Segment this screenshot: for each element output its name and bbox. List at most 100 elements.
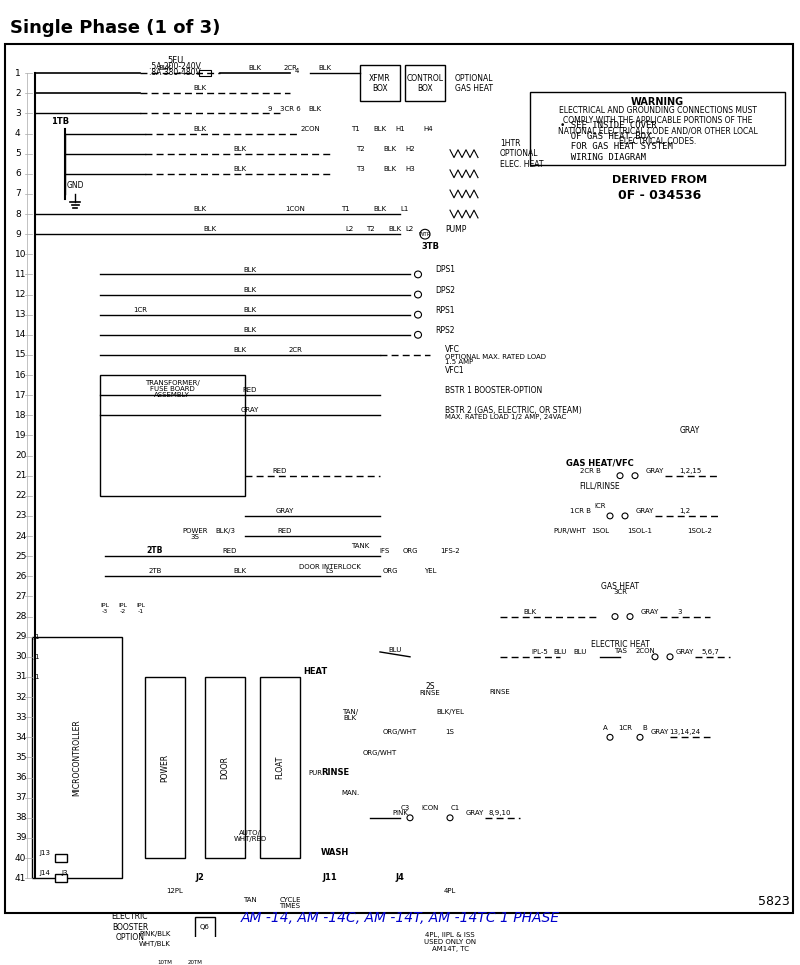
Text: IPL
-1: IPL -1 bbox=[137, 603, 146, 614]
Text: BLK: BLK bbox=[243, 287, 257, 292]
Text: BSTR 2 (GAS, ELECTRIC, OR STEAM): BSTR 2 (GAS, ELECTRIC, OR STEAM) bbox=[445, 406, 582, 415]
Text: BLK: BLK bbox=[249, 66, 262, 71]
Text: 12PL: 12PL bbox=[166, 888, 183, 894]
Text: 5823: 5823 bbox=[758, 895, 790, 908]
Text: PINK: PINK bbox=[392, 810, 408, 815]
Text: T3: T3 bbox=[356, 166, 364, 172]
Text: 25: 25 bbox=[15, 552, 26, 561]
Text: T2: T2 bbox=[366, 226, 374, 233]
Text: TAN/: TAN/ bbox=[342, 709, 358, 715]
Bar bbox=[260, 676, 300, 858]
Text: 23: 23 bbox=[15, 511, 26, 520]
Text: RINSE: RINSE bbox=[321, 767, 349, 777]
Text: 1HTR
OPTIONAL
ELEC. HEAT: 1HTR OPTIONAL ELEC. HEAT bbox=[500, 139, 543, 169]
Text: 1SOL: 1SOL bbox=[591, 528, 609, 535]
Text: BLK: BLK bbox=[343, 715, 357, 721]
Text: J4: J4 bbox=[395, 873, 405, 882]
Text: 10: 10 bbox=[15, 250, 26, 259]
Text: BLK: BLK bbox=[243, 307, 257, 313]
Bar bbox=[195, 917, 215, 941]
Text: BLK: BLK bbox=[374, 125, 386, 131]
Text: 4: 4 bbox=[15, 129, 21, 138]
Text: PINK/BLK: PINK/BLK bbox=[139, 931, 170, 937]
Text: 1SOL-2: 1SOL-2 bbox=[687, 528, 713, 535]
Text: H1: H1 bbox=[395, 125, 405, 131]
Text: POWER: POWER bbox=[182, 528, 208, 535]
Text: AM -14, AM -14C, AM -14T, AM -14TC 1 PHASE: AM -14, AM -14C, AM -14T, AM -14TC 1 PHA… bbox=[241, 911, 559, 925]
Text: 30: 30 bbox=[15, 652, 26, 661]
Text: 38: 38 bbox=[15, 813, 26, 822]
Text: CONTROL
BOX: CONTROL BOX bbox=[406, 73, 443, 93]
Text: C3: C3 bbox=[400, 805, 410, 811]
Text: BLK: BLK bbox=[374, 207, 386, 212]
Text: ELECTRIC HEAT: ELECTRIC HEAT bbox=[590, 640, 650, 649]
Text: RED: RED bbox=[278, 528, 292, 535]
Text: 16: 16 bbox=[15, 371, 26, 379]
Text: 9: 9 bbox=[268, 105, 272, 112]
Text: 39: 39 bbox=[15, 834, 26, 842]
Text: BSTR 1 BOOSTER-OPTION: BSTR 1 BOOSTER-OPTION bbox=[445, 386, 542, 396]
Text: Q6: Q6 bbox=[200, 924, 210, 929]
Text: RED: RED bbox=[273, 468, 287, 474]
Text: DOOR INTERLOCK: DOOR INTERLOCK bbox=[299, 564, 361, 569]
Text: 19: 19 bbox=[15, 431, 26, 440]
Text: 13,14,24: 13,14,24 bbox=[670, 730, 701, 735]
Text: .8A 380-480V: .8A 380-480V bbox=[149, 69, 201, 77]
Text: 29: 29 bbox=[15, 632, 26, 641]
Text: GRAY: GRAY bbox=[276, 508, 294, 514]
Text: LS: LS bbox=[326, 568, 334, 574]
Circle shape bbox=[407, 814, 413, 820]
Bar bbox=[145, 676, 185, 858]
Text: 41: 41 bbox=[15, 873, 26, 883]
Text: RINSE: RINSE bbox=[490, 689, 510, 695]
Text: J14: J14 bbox=[39, 870, 50, 876]
Text: 20: 20 bbox=[15, 451, 26, 460]
Text: BLK: BLK bbox=[194, 85, 206, 92]
Text: 4PL: 4PL bbox=[444, 888, 456, 894]
Text: FLOAT: FLOAT bbox=[275, 756, 285, 779]
Text: BLK: BLK bbox=[383, 166, 397, 172]
Text: MAX. RATED LOAD 1/2 AMP, 24VAC: MAX. RATED LOAD 1/2 AMP, 24VAC bbox=[445, 414, 566, 420]
Text: WARNING: WARNING bbox=[631, 97, 684, 107]
Text: 2S: 2S bbox=[426, 682, 434, 691]
Text: 1TB: 1TB bbox=[51, 117, 69, 125]
Text: 1CR: 1CR bbox=[618, 725, 632, 731]
Text: GND: GND bbox=[66, 181, 84, 190]
Text: J1: J1 bbox=[34, 654, 40, 660]
Text: XFMR
BOX: XFMR BOX bbox=[369, 73, 391, 93]
Text: 26: 26 bbox=[15, 572, 26, 581]
Text: 27: 27 bbox=[15, 592, 26, 601]
Circle shape bbox=[617, 473, 623, 479]
Circle shape bbox=[622, 513, 628, 519]
Text: .5A 200-240V: .5A 200-240V bbox=[149, 62, 201, 71]
Text: 3S: 3S bbox=[190, 534, 199, 540]
Text: 24: 24 bbox=[15, 532, 26, 540]
Text: 15: 15 bbox=[15, 350, 26, 359]
Text: IFS: IFS bbox=[380, 548, 390, 554]
Bar bbox=[360, 66, 400, 101]
Text: 1CR: 1CR bbox=[133, 307, 147, 313]
Text: 40: 40 bbox=[15, 854, 26, 863]
Text: 32: 32 bbox=[15, 693, 26, 702]
Text: BLU: BLU bbox=[388, 647, 402, 653]
Text: 2CON: 2CON bbox=[300, 125, 320, 131]
Text: 1.5 AMP: 1.5 AMP bbox=[445, 359, 474, 365]
Text: 1S: 1S bbox=[446, 730, 454, 735]
Text: BLK/YEL: BLK/YEL bbox=[436, 709, 464, 715]
Text: J1: J1 bbox=[34, 674, 40, 680]
Text: 18: 18 bbox=[15, 411, 26, 420]
Text: TRANSFORMER/: TRANSFORMER/ bbox=[145, 380, 199, 386]
Text: OPTIONAL MAX. RATED LOAD: OPTIONAL MAX. RATED LOAD bbox=[445, 354, 546, 360]
Text: H3: H3 bbox=[405, 166, 415, 172]
Text: 3CR 6: 3CR 6 bbox=[280, 105, 300, 112]
Text: WASH: WASH bbox=[321, 848, 349, 857]
Text: J2: J2 bbox=[195, 873, 205, 882]
Text: 1,2,15: 1,2,15 bbox=[679, 468, 701, 474]
Text: 2: 2 bbox=[15, 89, 21, 97]
Text: 33: 33 bbox=[15, 713, 26, 722]
Text: BLK: BLK bbox=[234, 146, 246, 152]
Text: ORG/WHT: ORG/WHT bbox=[383, 730, 417, 735]
Text: PUR: PUR bbox=[308, 770, 322, 776]
Bar bbox=[199, 70, 211, 76]
Text: HEAT: HEAT bbox=[303, 667, 327, 676]
